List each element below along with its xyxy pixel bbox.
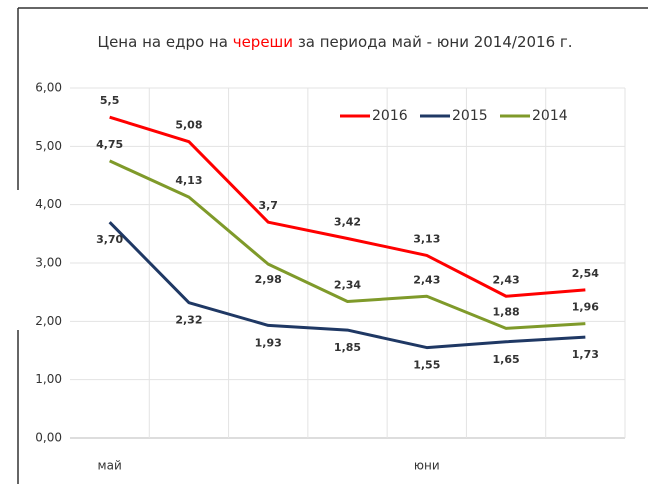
- title-part: за периода май - юни 2014/2016 г.: [298, 33, 573, 51]
- chart-title: Цена на едро на череши за периода май - …: [97, 33, 572, 51]
- data-label: 1,93: [255, 336, 282, 349]
- data-label: 4,75: [96, 138, 123, 151]
- x-tick-label: юни: [414, 459, 440, 473]
- data-label: 3,7: [258, 199, 278, 212]
- x-tick-label: май: [98, 459, 122, 473]
- series-line: [109, 115, 586, 298]
- data-label: 2,98: [255, 273, 282, 286]
- data-label: 2,54: [572, 267, 599, 280]
- title-part: Цена на едро на: [97, 33, 227, 51]
- legend-label: 2014: [532, 108, 568, 124]
- data-label: 1,88: [493, 305, 520, 318]
- data-label: 5,08: [175, 119, 202, 132]
- title-highlight: череши: [233, 33, 293, 51]
- data-label: 5,5: [100, 94, 120, 107]
- data-label: 2,43: [413, 273, 440, 286]
- y-tick-label: 3,00: [35, 256, 62, 270]
- y-tick-label: 6,00: [35, 81, 62, 95]
- y-tick-label: 1,00: [35, 372, 62, 386]
- data-label: 1,85: [334, 341, 361, 354]
- legend-label: 2016: [372, 108, 408, 124]
- data-label: 1,55: [413, 359, 440, 372]
- data-label: 4,13: [175, 174, 202, 187]
- y-tick-label: 5,00: [35, 139, 62, 153]
- data-label: 2,34: [334, 279, 361, 292]
- data-label: 3,13: [413, 232, 440, 245]
- data-label: 1,73: [572, 348, 599, 361]
- y-tick-label: 2,00: [35, 314, 62, 328]
- series-line: [109, 159, 586, 330]
- data-label: 2,32: [175, 314, 202, 327]
- data-label: 1,96: [572, 301, 599, 314]
- legend-label: 2015: [452, 108, 488, 124]
- y-tick-label: 0,00: [35, 431, 62, 445]
- series-line: [108, 221, 586, 350]
- data-label: 1,65: [493, 353, 520, 366]
- data-label: 2,43: [493, 273, 520, 286]
- data-label: 3,42: [334, 216, 361, 229]
- data-label: 3,70: [96, 233, 123, 246]
- y-tick-label: 4,00: [35, 197, 62, 211]
